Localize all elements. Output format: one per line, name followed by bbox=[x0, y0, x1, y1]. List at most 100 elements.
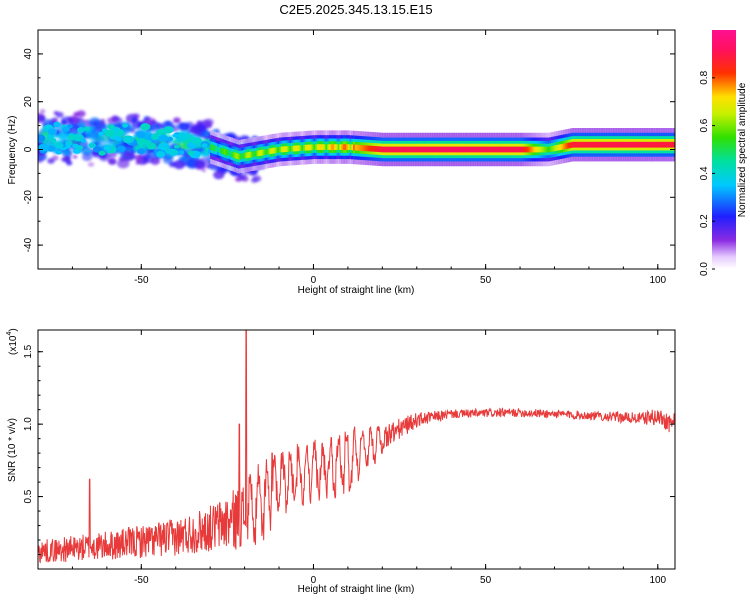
spectrogram-band-cell bbox=[576, 141, 579, 148]
spectrogram-blob bbox=[150, 120, 157, 125]
spectrogram-band-cell bbox=[623, 141, 626, 148]
spectrogram-y-tick-label: -20 bbox=[23, 190, 34, 205]
spectrogram-band-cell bbox=[371, 145, 375, 152]
spectrogram-band-cell bbox=[297, 145, 301, 152]
spectrogram-blob bbox=[76, 110, 86, 118]
spectrogram-band-cell bbox=[487, 146, 490, 153]
spectrogram-band-cell bbox=[650, 141, 654, 148]
spectrogram-band-cell bbox=[477, 146, 480, 153]
spectrogram-band-cell bbox=[339, 144, 342, 150]
spectrogram-band-cell bbox=[557, 144, 561, 151]
spectrogram-band-cell bbox=[664, 141, 667, 148]
spectrogram-band-cell bbox=[600, 141, 604, 148]
spectrogram-band-cell bbox=[446, 146, 449, 153]
spectrogram-band-cell bbox=[459, 146, 462, 153]
spectrogram-band-cell bbox=[611, 141, 614, 148]
spectrogram-band-cell bbox=[392, 146, 395, 153]
spectrogram-core-blob bbox=[156, 151, 166, 158]
spectrogram-blob bbox=[107, 117, 116, 124]
spectrogram-band-cell bbox=[583, 141, 586, 148]
spectrogram-band-cell bbox=[478, 146, 481, 153]
spectrogram-core-blob bbox=[201, 143, 208, 148]
spectrogram-band-cell bbox=[387, 146, 390, 153]
spectrogram-band-cell bbox=[520, 146, 523, 153]
spectrogram-band-cell bbox=[370, 145, 373, 152]
spectrogram-band-cell bbox=[508, 146, 511, 153]
spectrogram-band-cell bbox=[375, 146, 378, 152]
spectrogram-band-cell bbox=[242, 152, 245, 159]
spectrogram-blob bbox=[108, 158, 117, 165]
spectrogram-band-cell bbox=[435, 146, 438, 153]
spectrogram-band-cell bbox=[378, 146, 381, 153]
spectrogram-band-cell bbox=[421, 146, 425, 153]
spectrogram-band-cell bbox=[241, 153, 244, 159]
spectrogram-band-cell bbox=[315, 144, 318, 150]
spectrogram-band-cell bbox=[235, 153, 239, 159]
spectrogram-band-cell bbox=[602, 141, 605, 148]
spectrogram-band-cell bbox=[359, 145, 363, 151]
spectrogram-core-blob bbox=[167, 136, 174, 142]
spectrogram-band-cell bbox=[461, 146, 464, 153]
spectrogram-core-blob bbox=[116, 145, 126, 152]
spectrogram-blob bbox=[131, 117, 137, 122]
spectrogram-core-blob bbox=[122, 123, 129, 128]
spectrogram-core-blob bbox=[80, 138, 87, 143]
spectrogram-x-tick-label: -50 bbox=[134, 275, 149, 286]
spectrogram-band-cell bbox=[330, 144, 333, 150]
spectrogram-core-blob bbox=[104, 129, 115, 137]
spectrogram-band-cell bbox=[363, 145, 366, 152]
spectrogram-band-cell bbox=[656, 141, 659, 148]
spectrogram-core-blob bbox=[103, 144, 113, 152]
spectrogram-band-cell bbox=[210, 144, 213, 150]
spectrogram-band-cell bbox=[662, 141, 666, 148]
spectrogram-band-cell bbox=[318, 144, 321, 150]
spectrogram-band-cell bbox=[323, 144, 326, 150]
spectrogram-band-cell bbox=[568, 142, 571, 149]
spectrogram-band-cell bbox=[454, 146, 457, 153]
spectrogram-band-cell bbox=[256, 150, 259, 157]
spectrogram-band-cell bbox=[468, 146, 471, 153]
colorbar-tick-label: 0.2 bbox=[699, 214, 710, 228]
spectrogram-band-cell bbox=[229, 150, 232, 157]
spectrogram-band-cell bbox=[211, 144, 214, 151]
spectrogram-band-cell bbox=[549, 146, 552, 153]
spectrogram-blob bbox=[38, 115, 46, 121]
spectrogram-core-blob bbox=[191, 137, 202, 145]
snr-x-tick-label: 50 bbox=[480, 575, 492, 586]
spectrogram-band-cell bbox=[420, 146, 423, 153]
spectrogram-band-cell bbox=[268, 148, 271, 155]
spectrogram-band-cell bbox=[385, 146, 388, 153]
svg-text:(x104): (x104) bbox=[6, 328, 19, 355]
spectrogram-core-blob bbox=[88, 142, 96, 148]
spectrogram-band-cell bbox=[432, 146, 435, 153]
spectrogram-band-cell bbox=[335, 144, 338, 150]
spectrogram-band-cell bbox=[578, 141, 581, 148]
snr-y-tick-label: 1.5 bbox=[23, 344, 34, 358]
spectrogram-band-cell bbox=[287, 146, 290, 152]
spectrogram-band-cell bbox=[433, 146, 437, 153]
spectrogram-band-cell bbox=[631, 141, 635, 148]
spectrogram-band-cell bbox=[595, 141, 598, 148]
spectrogram-band-cell bbox=[594, 141, 597, 148]
spectrogram-band-cell bbox=[265, 149, 268, 155]
figure-title: C2E5.2025.345.13.15.E15 bbox=[279, 2, 432, 17]
spectrogram-band-cell bbox=[604, 141, 607, 148]
spectrogram-band-cell bbox=[237, 153, 240, 160]
spectrogram-band-cell bbox=[621, 141, 624, 148]
spectrogram-band-cell bbox=[542, 146, 545, 153]
spectrogram-band-cell bbox=[344, 144, 347, 150]
snr-x-tick-label: 0 bbox=[311, 575, 317, 586]
spectrogram-band-cell bbox=[239, 153, 242, 160]
spectrogram-band-cell bbox=[483, 146, 487, 153]
spectrogram-band-cell bbox=[554, 145, 557, 152]
spectrogram-blob bbox=[53, 111, 59, 115]
spectrogram-core-blob bbox=[137, 148, 146, 155]
spectrogram-blob bbox=[252, 175, 262, 182]
spectrogram-band-cell bbox=[642, 141, 645, 148]
spectrogram-core-blob bbox=[186, 134, 194, 140]
spectrogram-y-tick-label: 40 bbox=[23, 48, 34, 60]
spectrogram-band-cell bbox=[249, 151, 252, 158]
spectrogram-band-cell bbox=[585, 141, 588, 148]
spectrogram-band-cell bbox=[609, 141, 612, 148]
